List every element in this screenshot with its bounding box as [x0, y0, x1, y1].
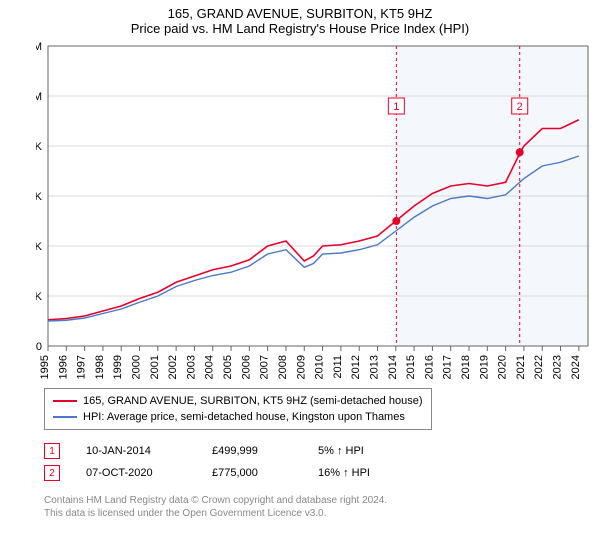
svg-text:1998: 1998: [94, 355, 106, 379]
svg-text:2017: 2017: [442, 355, 454, 379]
legend-label: HPI: Average price, semi-detached house,…: [83, 411, 405, 423]
svg-text:2021: 2021: [515, 355, 527, 379]
event-price: £775,000: [212, 467, 292, 479]
footer-line-1: Contains HM Land Registry data © Crown c…: [44, 494, 600, 507]
event-marker: 1: [44, 443, 60, 459]
event-table: 1 10-JAN-2014 £499,999 5% ↑ HPI 2 07-OCT-2020…: [44, 440, 600, 484]
footer-line-2: This data is licensed under the Open Gov…: [44, 507, 600, 520]
legend-swatch: [53, 400, 77, 402]
event-row: 1 10-JAN-2014 £499,999 5% ↑ HPI: [44, 440, 600, 462]
svg-text:2016: 2016: [423, 355, 435, 379]
svg-text:1: 1: [393, 101, 399, 113]
svg-text:1996: 1996: [57, 355, 69, 379]
svg-text:2009: 2009: [295, 355, 307, 379]
svg-text:2024: 2024: [570, 355, 582, 379]
svg-text:2023: 2023: [552, 355, 564, 379]
svg-text:2005: 2005: [222, 355, 234, 379]
chart-title: 165, GRAND AVENUE, SURBITON, KT5 9HZ: [0, 0, 600, 21]
svg-text:£200K: £200K: [36, 291, 43, 303]
svg-text:2011: 2011: [332, 355, 344, 379]
legend: 165, GRAND AVENUE, SURBITON, KT5 9HZ (se…: [44, 388, 432, 430]
chart-container: 165, GRAND AVENUE, SURBITON, KT5 9HZ Pri…: [0, 0, 600, 560]
chart-subtitle: Price paid vs. HM Land Registry's House …: [0, 21, 600, 40]
svg-text:£400K: £400K: [36, 241, 43, 253]
svg-text:2006: 2006: [240, 355, 252, 379]
legend-swatch: [53, 416, 77, 418]
legend-row: 165, GRAND AVENUE, SURBITON, KT5 9HZ (se…: [53, 393, 423, 409]
svg-text:2020: 2020: [497, 355, 509, 379]
svg-text:1997: 1997: [76, 355, 88, 379]
svg-text:2004: 2004: [204, 355, 216, 379]
svg-text:2010: 2010: [314, 355, 326, 379]
event-marker: 2: [44, 465, 60, 481]
svg-text:2000: 2000: [131, 355, 143, 379]
chart-plot-area: £0 £200K £400K £600K £800K £1M £1.2M 1995 1996 19…: [36, 40, 596, 380]
event-price: £499,999: [212, 445, 292, 457]
legend-row: HPI: Average price, semi-detached house,…: [53, 409, 423, 425]
svg-text:2013: 2013: [368, 355, 380, 379]
event-row: 2 07-OCT-2020 £775,000 16% ↑ HPI: [44, 462, 600, 484]
svg-text:2002: 2002: [167, 355, 179, 379]
svg-text:2: 2: [517, 101, 523, 113]
event-pct: 16% ↑ HPI: [318, 467, 398, 479]
svg-text:£1.2M: £1.2M: [36, 41, 42, 53]
svg-text:2003: 2003: [185, 355, 197, 379]
svg-text:2019: 2019: [478, 355, 490, 379]
svg-text:2022: 2022: [533, 355, 545, 379]
legend-label: 165, GRAND AVENUE, SURBITON, KT5 9HZ (se…: [83, 395, 423, 407]
svg-text:1999: 1999: [112, 355, 124, 379]
svg-text:2015: 2015: [405, 355, 417, 379]
footer-attribution: Contains HM Land Registry data © Crown c…: [44, 494, 600, 520]
event-date: 10-JAN-2014: [86, 445, 186, 457]
chart-svg: £0 £200K £400K £600K £800K £1M £1.2M 1995 1996 19…: [36, 40, 596, 380]
event-pct: 5% ↑ HPI: [318, 445, 398, 457]
svg-text:£600K: £600K: [36, 191, 43, 203]
svg-text:2018: 2018: [460, 355, 472, 379]
svg-text:2008: 2008: [277, 355, 289, 379]
svg-text:£1M: £1M: [36, 91, 42, 103]
svg-text:£0: £0: [36, 341, 42, 353]
svg-text:2014: 2014: [387, 355, 399, 379]
event-date: 07-OCT-2020: [86, 467, 186, 479]
svg-text:2007: 2007: [259, 355, 271, 379]
svg-text:2001: 2001: [149, 355, 161, 379]
svg-text:1995: 1995: [39, 355, 51, 379]
svg-text:£800K: £800K: [36, 141, 43, 153]
svg-text:2012: 2012: [350, 355, 362, 379]
